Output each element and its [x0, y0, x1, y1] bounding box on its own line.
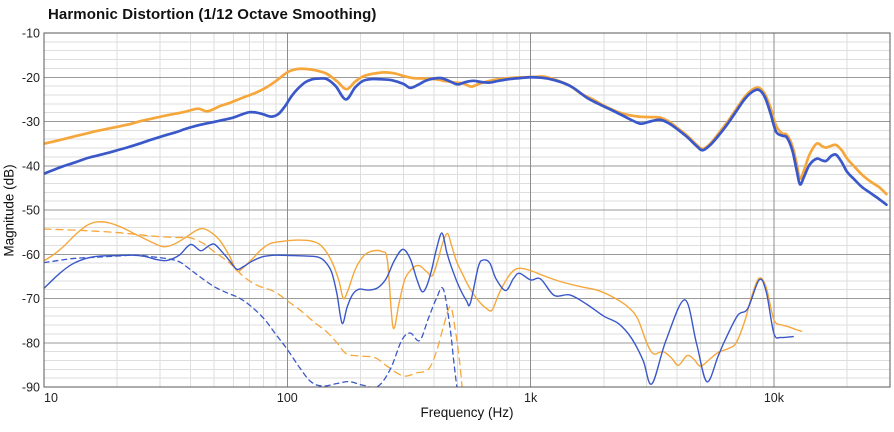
- x-tick-label: 10k: [764, 391, 785, 405]
- x-axis-label: Frequency (Hz): [420, 405, 514, 420]
- y-tick-label: -10: [22, 27, 40, 41]
- y-tick-label: -80: [22, 336, 40, 350]
- x-tick-label: 10: [44, 391, 58, 405]
- y-tick-label: -30: [22, 115, 40, 129]
- x-tick-label: 100: [277, 391, 298, 405]
- series-blue-distortion: [44, 232, 794, 385]
- series-orange-distortion: [44, 221, 803, 367]
- series-orange-distortion-dashed: [44, 228, 463, 387]
- x-tick-label: 1k: [524, 391, 538, 405]
- series-orange-fundamental: [44, 67, 888, 196]
- series-blue-fundamental: [44, 75, 888, 207]
- y-tick-label: -70: [22, 292, 40, 306]
- y-axis-label: Magnitude (dB): [1, 164, 17, 257]
- plot-frame: [43, 32, 891, 388]
- tick-labels: -10 -20 -30 -40 -50 -60 -70 -80 -90 10 100 1k 10k: [22, 27, 785, 406]
- y-tick-label: -50: [22, 204, 40, 218]
- y-tick-label: -60: [22, 248, 40, 262]
- y-tick-label: -90: [22, 381, 40, 395]
- chart-title: Harmonic Distortion (1/12 Octave Smoothi…: [48, 6, 377, 23]
- grid-major: [44, 33, 890, 387]
- y-tick-label: -20: [22, 71, 40, 85]
- series-blue-distortion-dashed: [44, 254, 458, 387]
- series-group: [44, 67, 888, 387]
- grid-minor: [44, 33, 890, 387]
- y-tick-label: -40: [22, 159, 40, 173]
